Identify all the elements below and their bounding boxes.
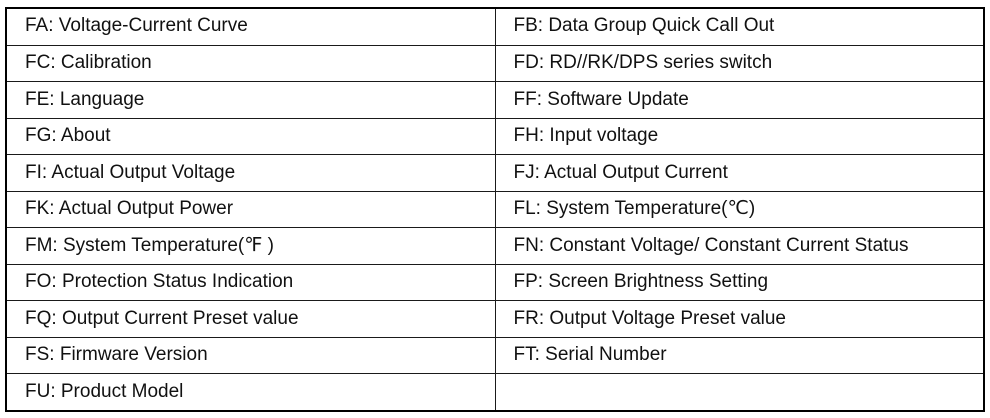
table-cell-fa: FA: Voltage-Current Curve — [5, 7, 496, 46]
table-cell-ft: FT: Serial Number — [494, 336, 985, 375]
table-cell-empty — [494, 373, 985, 412]
table-cell-fc: FC: Calibration — [5, 44, 496, 83]
table-cell-fn: FN: Constant Voltage/ Constant Current S… — [494, 227, 985, 265]
table-cell-fj: FJ: Actual Output Current — [494, 154, 985, 192]
table-cell-fl: FL: System Temperature(℃) — [494, 190, 985, 229]
table-row: FQ: Output Current Preset value FR: Outp… — [5, 300, 985, 338]
table-cell-fg: FG: About — [5, 117, 496, 156]
table-cell-fq: FQ: Output Current Preset value — [5, 300, 496, 338]
table-row: FI: Actual Output Voltage FJ: Actual Out… — [5, 154, 985, 192]
table-cell-fu: FU: Product Model — [5, 373, 496, 412]
table-row: FS: Firmware Version FT: Serial Number — [5, 336, 985, 375]
table-row: FU: Product Model — [5, 373, 985, 412]
table-cell-fi: FI: Actual Output Voltage — [5, 154, 496, 192]
table-row: FM: System Temperature(℉ ) FN: Constant … — [5, 227, 985, 265]
table-row: FC: Calibration FD: RD//RK/DPS series sw… — [5, 44, 985, 83]
table-cell-fo: FO: Protection Status Indication — [5, 263, 496, 302]
table-cell-fk: FK: Actual Output Power — [5, 190, 496, 229]
table-cell-fh: FH: Input voltage — [494, 117, 985, 156]
table-row: FO: Protection Status Indication FP: Scr… — [5, 263, 985, 302]
table-cell-fb: FB: Data Group Quick Call Out — [494, 7, 985, 46]
table-row: FG: About FH: Input voltage — [5, 117, 985, 156]
function-code-table: FA: Voltage-Current Curve FB: Data Group… — [5, 7, 985, 412]
function-code-table-container: FA: Voltage-Current Curve FB: Data Group… — [5, 7, 985, 412]
table-cell-fe: FE: Language — [5, 81, 496, 119]
table-row: FA: Voltage-Current Curve FB: Data Group… — [5, 7, 985, 46]
table-cell-fm: FM: System Temperature(℉ ) — [5, 227, 496, 265]
table-row: FE: Language FF: Software Update — [5, 81, 985, 119]
table-cell-ff: FF: Software Update — [494, 81, 985, 119]
table-cell-fp: FP: Screen Brightness Setting — [494, 263, 985, 302]
table-cell-fd: FD: RD//RK/DPS series switch — [494, 44, 985, 83]
table-cell-fr: FR: Output Voltage Preset value — [494, 300, 985, 338]
table-cell-fs: FS: Firmware Version — [5, 336, 496, 375]
table-row: FK: Actual Output Power FL: System Tempe… — [5, 190, 985, 229]
